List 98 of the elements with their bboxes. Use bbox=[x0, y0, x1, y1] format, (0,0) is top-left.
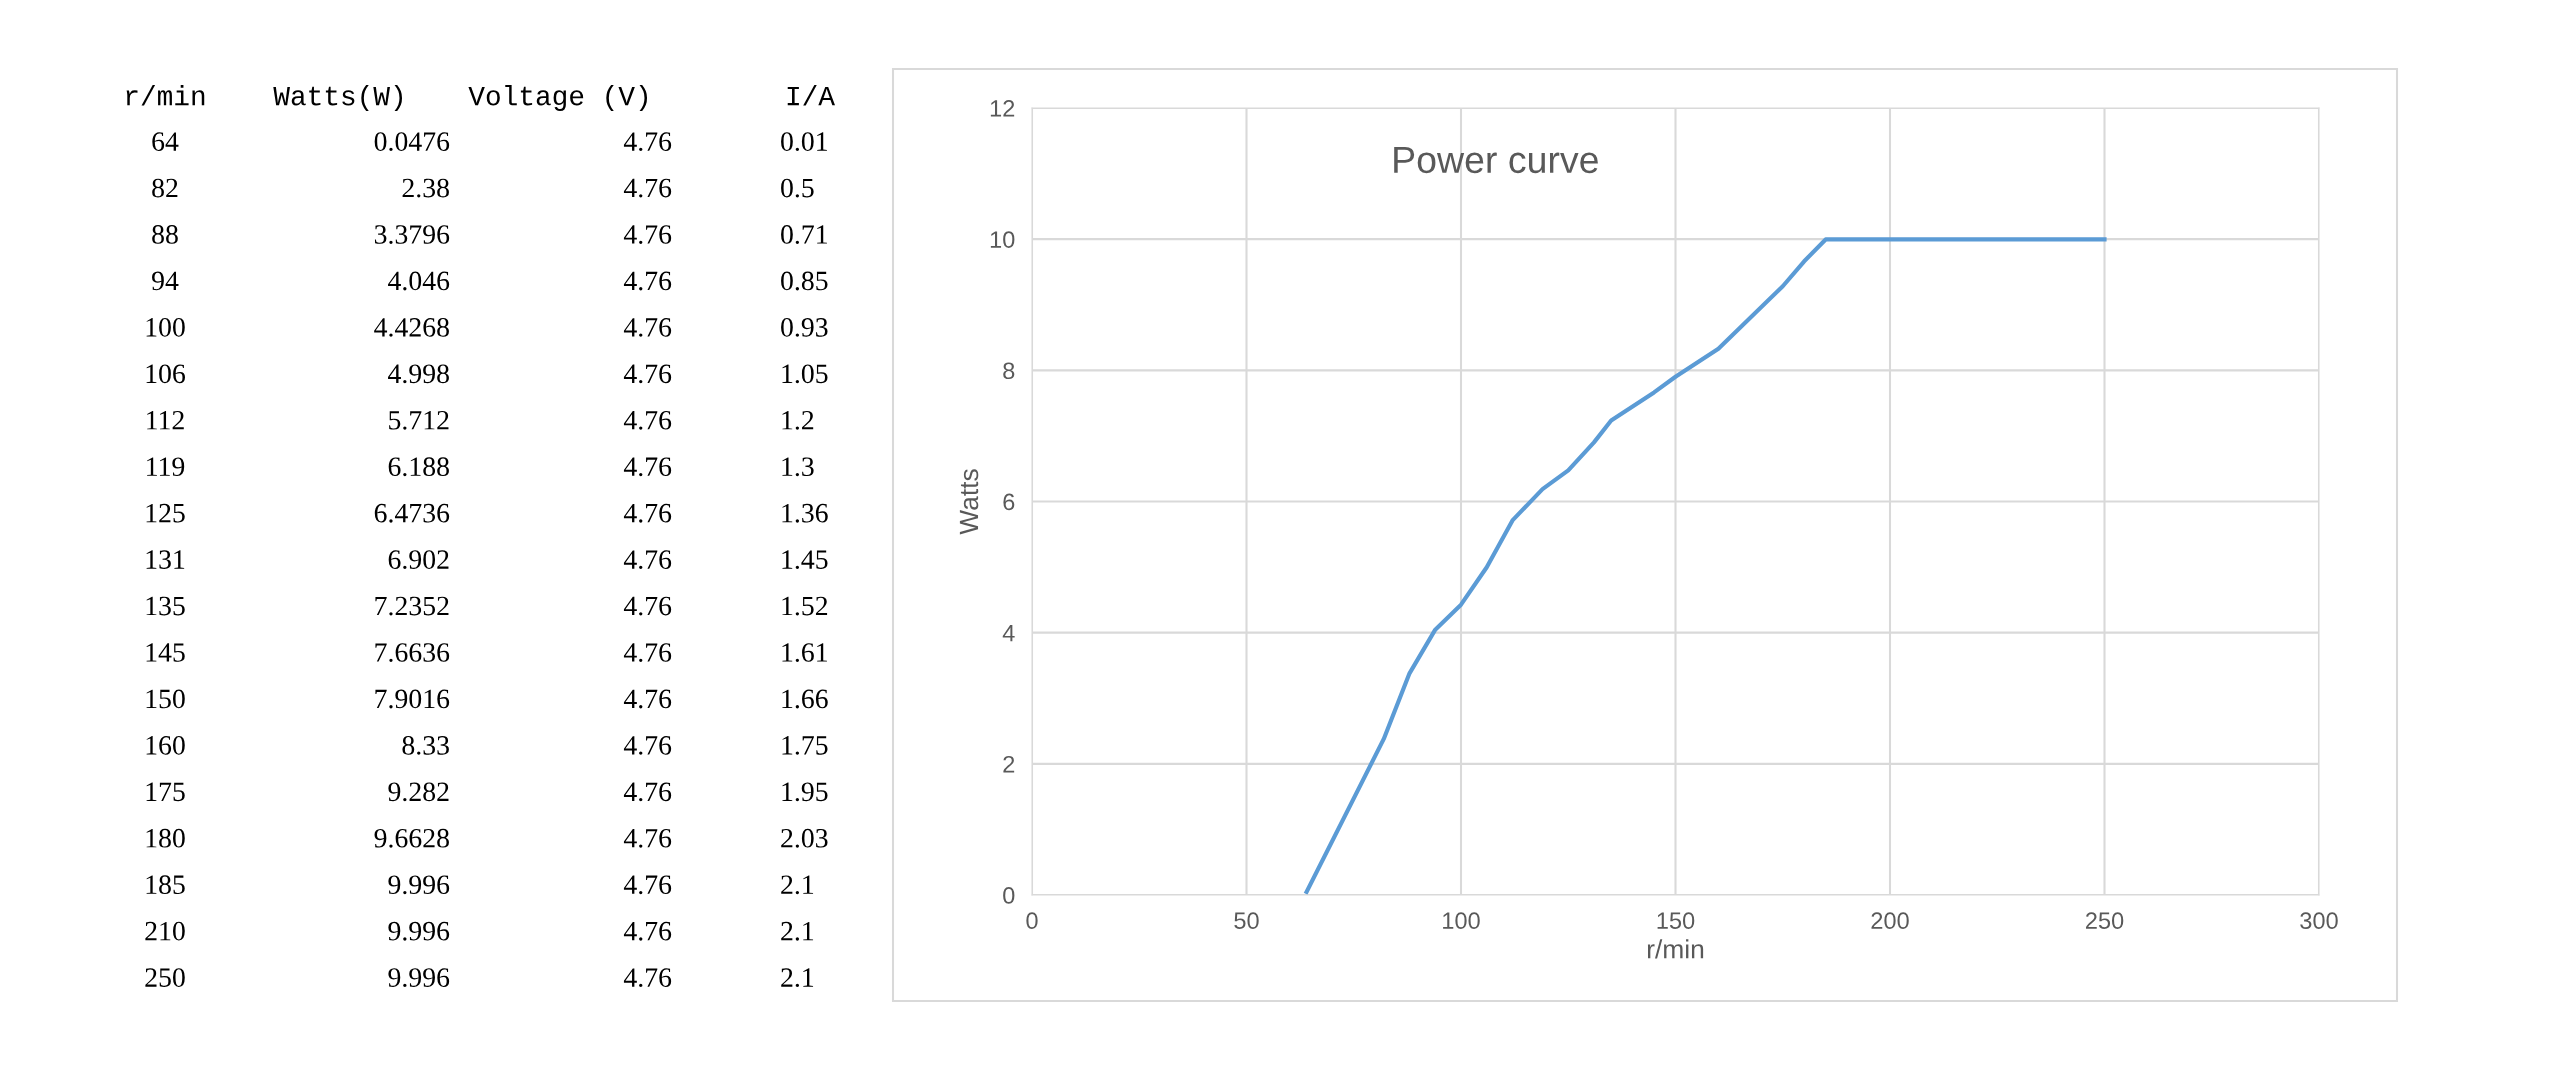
x-tick-label: 0 bbox=[1026, 912, 1038, 930]
category-label: 250 bbox=[145, 968, 185, 987]
data-label: 1.52 bbox=[782, 596, 828, 616]
data-label: 1.66 bbox=[782, 689, 828, 709]
data-label: 4.76 bbox=[623, 550, 672, 570]
category-label: 135 bbox=[146, 596, 185, 616]
data-label: 2.1 bbox=[781, 921, 814, 941]
data-label: 2.1 bbox=[781, 875, 814, 895]
x-tick-label: 50 bbox=[1234, 912, 1259, 930]
data-label: 0.93 bbox=[781, 317, 828, 337]
data-label: 4.76 bbox=[623, 782, 672, 802]
data-label: 9.6628 bbox=[374, 828, 449, 848]
x-tick-label: 300 bbox=[2300, 912, 2338, 930]
y-tick-label: 6 bbox=[1003, 493, 1015, 511]
data-label: 4.76 bbox=[623, 225, 672, 244]
data-label: 4.76 bbox=[623, 689, 672, 709]
data-label: 2.1 bbox=[781, 968, 814, 988]
data-label: 4.76 bbox=[623, 503, 672, 523]
text: r/min bbox=[126, 85, 205, 106]
data-label: 0.01 bbox=[781, 132, 827, 152]
data-label: 1.36 bbox=[782, 503, 828, 523]
data-label: 7.2352 bbox=[375, 596, 449, 616]
y-tick-label: 10 bbox=[990, 231, 1015, 248]
x-tick-label: 150 bbox=[1657, 912, 1695, 930]
category-label: 112 bbox=[147, 410, 184, 430]
data-label: 4.76 bbox=[623, 875, 672, 895]
line-series bbox=[1304, 237, 2107, 894]
category-label: 125 bbox=[146, 503, 185, 523]
data-label: 4.76 bbox=[623, 178, 672, 198]
category-label: 119 bbox=[147, 457, 185, 477]
category-label: 150 bbox=[146, 689, 185, 709]
y-tick-label: 0 bbox=[1003, 887, 1015, 904]
text: Voltage (V) bbox=[468, 85, 648, 111]
data-label: 6.188 bbox=[388, 457, 449, 477]
data-label: 4.76 bbox=[623, 828, 672, 848]
data-label: 4.76 bbox=[623, 271, 672, 291]
text: I/A bbox=[787, 85, 835, 106]
data-label: 9.282 bbox=[388, 782, 449, 802]
data-label: 4.76 bbox=[623, 132, 672, 152]
data-label: 4.76 bbox=[623, 410, 672, 430]
y-tick-label: 8 bbox=[1003, 362, 1015, 380]
data-label: 6.4736 bbox=[374, 503, 450, 523]
data-label: 8.33 bbox=[402, 735, 449, 755]
data-label: 1.61 bbox=[782, 643, 827, 662]
category-label: 94 bbox=[152, 271, 179, 291]
category-label: 64 bbox=[152, 132, 179, 151]
data-label: 2.38 bbox=[402, 178, 449, 198]
y-tick-label: 12 bbox=[990, 100, 1015, 117]
category-label: 145 bbox=[146, 643, 185, 662]
data-label: 2.03 bbox=[781, 828, 828, 848]
data-label: 4.76 bbox=[623, 364, 672, 384]
y-tick-label: 2 bbox=[1003, 755, 1015, 773]
data-label: 4.76 bbox=[623, 921, 672, 941]
data-label: 7.6636 bbox=[375, 643, 450, 662]
data-label: 7.9016 bbox=[375, 689, 450, 709]
data-label: 4.76 bbox=[623, 736, 672, 755]
data-label: 0.5 bbox=[781, 178, 814, 198]
data-label: 5.712 bbox=[389, 410, 449, 430]
data-label: 9.996 bbox=[388, 921, 450, 941]
data-label: 3.3796 bbox=[374, 225, 450, 244]
category-label: 88 bbox=[152, 225, 178, 244]
category-label: 82 bbox=[152, 178, 178, 198]
data-label: 4.76 bbox=[623, 318, 672, 337]
data-label: 4.4268 bbox=[374, 317, 449, 337]
category-label: 131 bbox=[146, 550, 185, 569]
x-tick-label: 100 bbox=[1443, 912, 1480, 930]
x-tick-label: 200 bbox=[1871, 912, 1909, 930]
data-label: 4.998 bbox=[388, 364, 449, 384]
data-label: 1.95 bbox=[782, 782, 828, 802]
category-label: 175 bbox=[146, 782, 185, 802]
data-label: 0.0476 bbox=[374, 132, 450, 152]
category-label: 180 bbox=[146, 828, 185, 848]
x-tick-label: 250 bbox=[2085, 912, 2124, 930]
category-label: 210 bbox=[145, 921, 185, 941]
category-label: 100 bbox=[146, 317, 185, 337]
text: Watts(W) bbox=[273, 85, 403, 111]
data-label: 9.996 bbox=[388, 968, 450, 988]
data-label: 6.902 bbox=[388, 550, 449, 570]
category-label: 185 bbox=[146, 875, 185, 895]
category-label: 160 bbox=[146, 735, 185, 755]
data-label: 4.76 bbox=[623, 643, 672, 662]
data-label: 1.2 bbox=[782, 410, 814, 430]
data-label: 4.76 bbox=[623, 596, 672, 616]
y-axis-title: Watts bbox=[959, 469, 979, 535]
data-label: 1.05 bbox=[782, 364, 828, 384]
data-label: 1.75 bbox=[782, 736, 828, 755]
data-label: 1.45 bbox=[782, 550, 828, 570]
data-label: 0.71 bbox=[781, 225, 827, 244]
data-label: 9.996 bbox=[388, 875, 450, 895]
text: Power curve bbox=[1394, 146, 1598, 174]
y-tick-label: 4 bbox=[1002, 624, 1015, 642]
data-label: 4.76 bbox=[623, 968, 672, 988]
x-axis-title: r/min bbox=[1647, 939, 1704, 959]
category-label: 106 bbox=[146, 364, 185, 384]
data-label: 0.85 bbox=[781, 271, 828, 291]
data-label: 1.3 bbox=[782, 457, 814, 477]
data-label: 4.046 bbox=[388, 271, 450, 291]
data-label: 4.76 bbox=[623, 457, 672, 477]
